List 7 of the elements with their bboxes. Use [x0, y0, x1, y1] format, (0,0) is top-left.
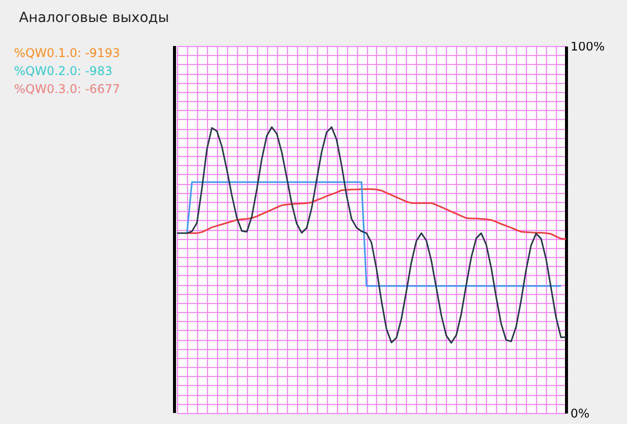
text: %QW0.3.0: -6677 — [14, 82, 120, 96]
text: %QW0.1.0: -9193 — [14, 46, 120, 60]
line-series — [186, 188, 567, 240]
chart-title: Аналоговые выходы — [19, 10, 170, 26]
y-tick-label: 0% — [570, 406, 590, 420]
line-series — [176, 126, 567, 344]
text: %QW0.2.0: -983 — [14, 64, 112, 78]
